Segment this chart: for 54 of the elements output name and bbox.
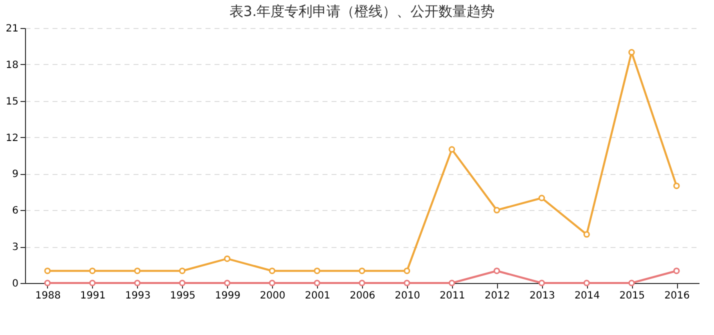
point [134,280,141,286]
point [448,146,456,153]
x-tick-label: 1995 [170,290,196,302]
point [583,280,590,286]
point [268,280,276,286]
y-tick-label: 21 [6,24,18,34]
point [179,280,186,286]
x-tick-label: 2011 [440,290,466,302]
y-tick-label: 18 [6,60,18,71]
point [89,268,96,274]
point [44,268,51,274]
y-tick-label: 6 [12,206,18,217]
point [179,268,186,274]
point [494,206,500,214]
x-tick-label: 1993 [125,290,151,302]
y-tick-label: 12 [6,132,18,144]
x-tick-label: 2012 [484,290,510,302]
x-tick-label: 2015 [619,290,645,302]
point [224,280,230,286]
point [358,268,366,274]
point [314,280,320,286]
x-tick-label: 2014 [574,290,600,302]
x-tick-label: 1988 [35,290,61,302]
y-tick-label: 3 [12,242,18,254]
point [448,280,456,286]
x-tick-label: 2001 [304,290,330,302]
point [673,182,680,190]
point [538,280,545,286]
x-tick-label: 2013 [530,290,555,302]
y-tick-label: 9 [12,169,18,180]
point [673,268,680,274]
point [628,49,635,56]
point [583,231,590,238]
point [89,280,96,286]
point [268,268,276,274]
point [628,280,635,286]
point [404,280,410,286]
point [44,280,51,286]
x-tick-label: 1991 [80,290,106,302]
point [538,194,545,202]
x-tick-label: 2000 [260,290,286,302]
y-tick-label: 0 [12,278,18,290]
x-tick-label: 2006 [350,290,376,302]
point [134,268,141,274]
x-tick-label: 2016 [664,290,690,302]
x-tick-label: 2010 [394,290,420,302]
x-tick-label: 1999 [214,290,240,302]
point [224,255,230,262]
point [314,268,320,274]
y-tick-label: 15 [6,96,18,108]
point [404,268,410,274]
point [494,268,500,274]
point [358,280,366,286]
chart-title: 表3.年度专利申请（橙线）、公开数量趋势 [229,4,495,20]
